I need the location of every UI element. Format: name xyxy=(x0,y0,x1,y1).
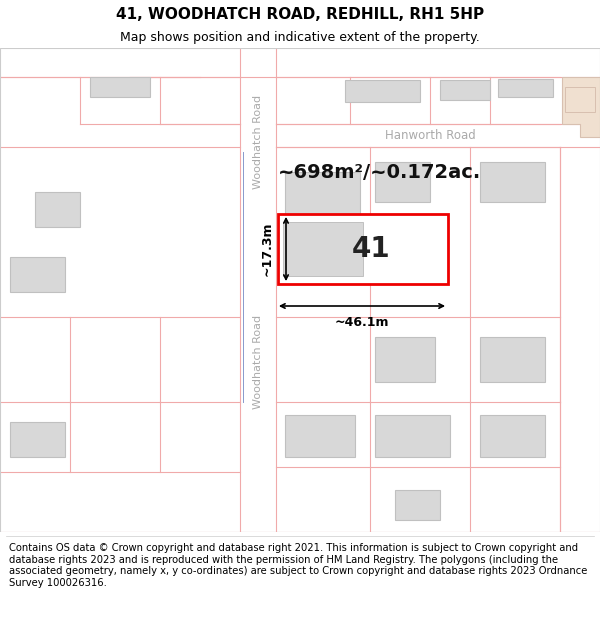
Bar xyxy=(375,162,430,202)
Text: Hanworth Road: Hanworth Road xyxy=(385,129,475,142)
Bar xyxy=(480,337,545,382)
Bar xyxy=(375,337,435,382)
Bar xyxy=(440,80,490,100)
Bar xyxy=(565,87,595,112)
Bar xyxy=(480,415,545,457)
Text: ~698m²/~0.172ac.: ~698m²/~0.172ac. xyxy=(278,162,482,181)
Bar xyxy=(395,490,440,520)
Text: ~17.3m: ~17.3m xyxy=(261,222,274,276)
Bar xyxy=(375,415,450,457)
Bar xyxy=(10,257,65,292)
Bar xyxy=(90,77,150,97)
Text: Woodhatch Road: Woodhatch Road xyxy=(253,315,263,409)
Bar xyxy=(480,162,545,202)
Bar xyxy=(345,80,420,102)
Text: Contains OS data © Crown copyright and database right 2021. This information is : Contains OS data © Crown copyright and d… xyxy=(9,543,587,588)
Text: Woodhatch Road: Woodhatch Road xyxy=(253,95,263,189)
Bar xyxy=(285,415,355,457)
Bar xyxy=(278,214,448,284)
Text: 41, WOODHATCH ROAD, REDHILL, RH1 5HP: 41, WOODHATCH ROAD, REDHILL, RH1 5HP xyxy=(116,7,484,22)
Text: 41: 41 xyxy=(352,235,391,263)
Bar xyxy=(35,192,80,227)
Bar xyxy=(283,222,363,276)
Polygon shape xyxy=(562,77,600,137)
Bar xyxy=(10,422,65,457)
Text: ~46.1m: ~46.1m xyxy=(335,316,389,329)
Text: Map shows position and indicative extent of the property.: Map shows position and indicative extent… xyxy=(120,31,480,44)
Bar xyxy=(276,124,600,147)
Bar xyxy=(498,79,553,97)
Bar xyxy=(240,48,276,532)
Bar xyxy=(285,172,360,227)
